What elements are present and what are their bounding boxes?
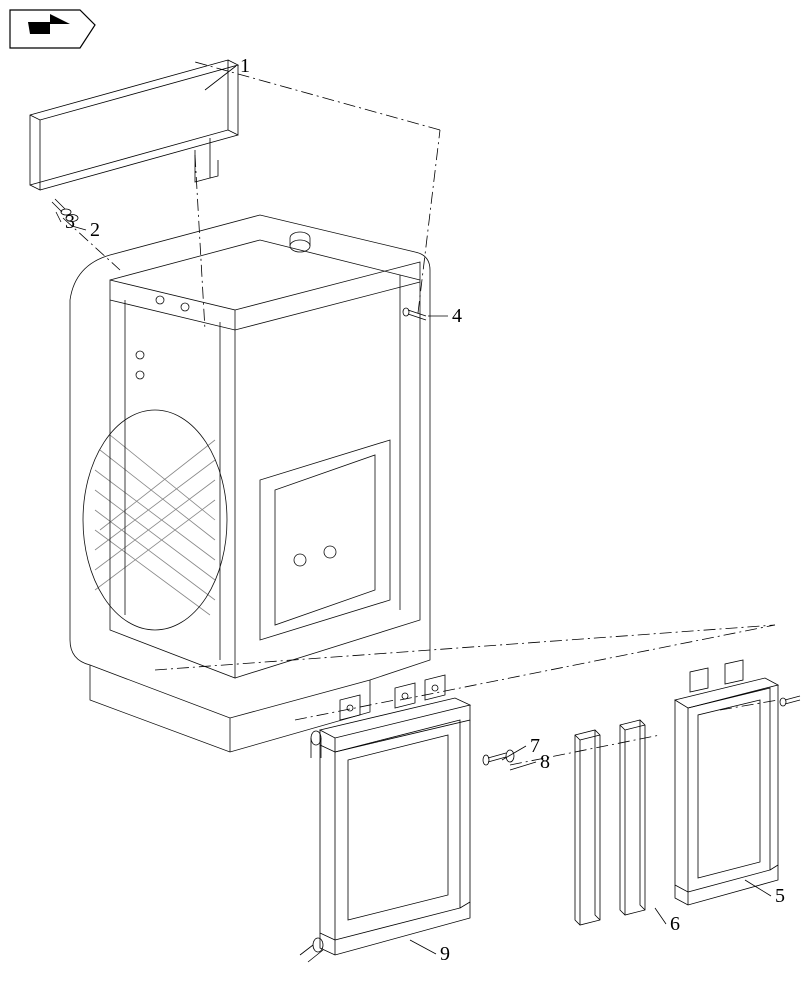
main-frame: [70, 215, 430, 752]
part-9-cooler: [300, 675, 470, 962]
callout-label-3: 3: [65, 211, 75, 233]
part-4-fastener: [403, 308, 426, 320]
callout-label-4: 4: [452, 305, 462, 327]
callout-label-9: 9: [440, 943, 450, 965]
callout-label-8: 8: [540, 751, 550, 773]
part-5-fastener: [780, 696, 800, 706]
part-1-panel: [30, 60, 238, 190]
part-5-cooler: [675, 660, 778, 905]
part-7-8-fastener: [483, 750, 514, 765]
callout-label-6: 6: [670, 913, 680, 935]
return-icon[interactable]: [10, 10, 95, 48]
callout-label-1: 1: [240, 55, 250, 77]
callout-label-2: 2: [90, 219, 100, 241]
parts-diagram: 123456789: [0, 0, 812, 1000]
callout-label-5: 5: [775, 885, 785, 907]
callouts: 123456789: [56, 55, 785, 965]
assembly-lines: [63, 62, 778, 765]
part-6-seals: [575, 720, 645, 925]
callout-label-7: 7: [530, 735, 540, 757]
